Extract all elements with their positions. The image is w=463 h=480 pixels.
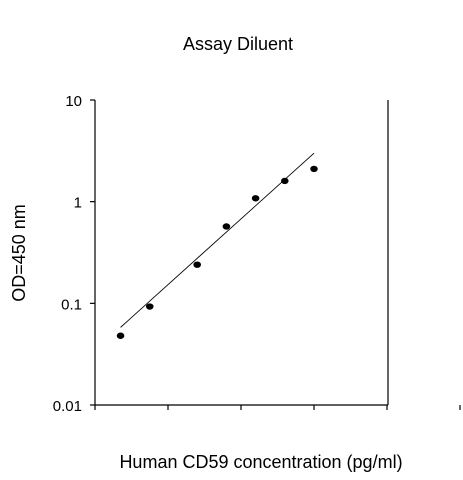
y-tick-label: 1 [74, 195, 82, 212]
plot-frame [94, 100, 389, 406]
data-point [193, 261, 201, 268]
x-ticks [94, 405, 461, 410]
y-tick-label: 10 [65, 93, 82, 110]
chart-title: Assay Diluent [183, 34, 293, 54]
data-point [310, 165, 318, 173]
data-point [222, 223, 231, 230]
data-points [116, 165, 318, 339]
data-point [251, 195, 260, 202]
data-point [281, 177, 289, 185]
data-point [116, 332, 125, 339]
y-tick-label: 0.1 [61, 296, 82, 313]
y-axis-label: OD=450 nm [9, 204, 29, 302]
data-point [145, 303, 154, 310]
x-axis-label: Human CD59 concentration (pg/ml) [119, 452, 402, 472]
y-tick-label: 0.01 [53, 398, 82, 415]
y-ticks: 10 1 0.1 0.01 [53, 93, 95, 415]
